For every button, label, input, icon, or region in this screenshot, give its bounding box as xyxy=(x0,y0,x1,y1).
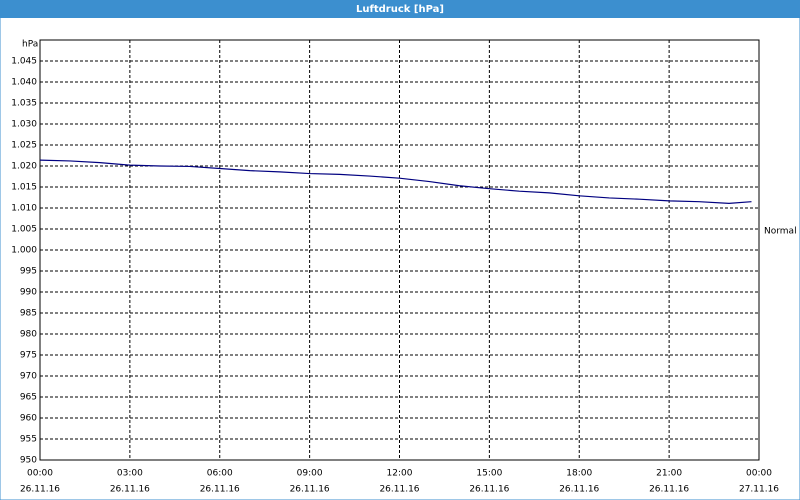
y-tick-label: 980 xyxy=(20,330,37,340)
window-title: Luftdruck [hPa] xyxy=(356,4,444,15)
data-line xyxy=(39,159,752,204)
x-tick-label: 00:00 xyxy=(746,469,772,479)
y-axis-label: hPa xyxy=(22,40,38,50)
y-tick-label: 955 xyxy=(20,435,37,445)
y-tick-label: 975 xyxy=(20,351,37,361)
y-tick-label: 990 xyxy=(20,288,37,298)
y-tick-label: 960 xyxy=(20,414,37,424)
y-tick-label: 985 xyxy=(20,309,37,319)
x-tick-label: 21:00 xyxy=(656,469,682,479)
x-tick-date: 26.11.16 xyxy=(290,485,330,495)
y-tick-label: 970 xyxy=(20,372,37,382)
x-tick-label: 09:00 xyxy=(297,469,323,479)
y-tick-label: 1.000 xyxy=(11,246,37,256)
x-tick-date: 26.11.16 xyxy=(200,485,240,495)
y-tick-label: 1.005 xyxy=(11,225,37,235)
plot-border xyxy=(39,39,760,461)
y-tick-label: 1.015 xyxy=(11,183,37,193)
x-tick-date: 27.11.16 xyxy=(739,485,779,495)
x-tick-date: 26.11.16 xyxy=(379,485,419,495)
x-tick-date: 26.11.16 xyxy=(559,485,599,495)
x-tick-label: 18:00 xyxy=(566,469,592,479)
x-tick-label: 12:00 xyxy=(387,469,413,479)
y-tick-label: 1.035 xyxy=(11,99,37,109)
y-tick-label: 1.040 xyxy=(11,78,37,88)
x-tick-label: 15:00 xyxy=(476,469,502,479)
y-tick-label: 1.030 xyxy=(11,120,37,130)
y-tick-label: 950 xyxy=(20,456,37,466)
x-tick-label: 03:00 xyxy=(117,469,143,479)
y-tick-label: 1.045 xyxy=(11,57,37,67)
plot: 950 955 960 965 970 975 980 985 990 995 1.000 1.005… xyxy=(11,39,797,495)
x-tick-label: 00:00 xyxy=(27,469,53,479)
y-tick-label: 1.010 xyxy=(11,204,37,214)
y-tick-label: 965 xyxy=(20,393,37,403)
x-tick-date: 26.11.16 xyxy=(20,485,60,495)
y-tick-label: 1.020 xyxy=(11,162,37,172)
x-tick-label: 06:00 xyxy=(207,469,233,479)
x-tick-date: 26.11.16 xyxy=(649,485,689,495)
y-tick-label: 995 xyxy=(20,267,37,277)
title-bar xyxy=(0,0,800,18)
y-tick-label: 1.025 xyxy=(11,141,37,151)
annotation: Normal xyxy=(764,227,797,237)
x-tick-date: 26.11.16 xyxy=(110,485,150,495)
x-tick-date: 26.11.16 xyxy=(469,485,509,495)
